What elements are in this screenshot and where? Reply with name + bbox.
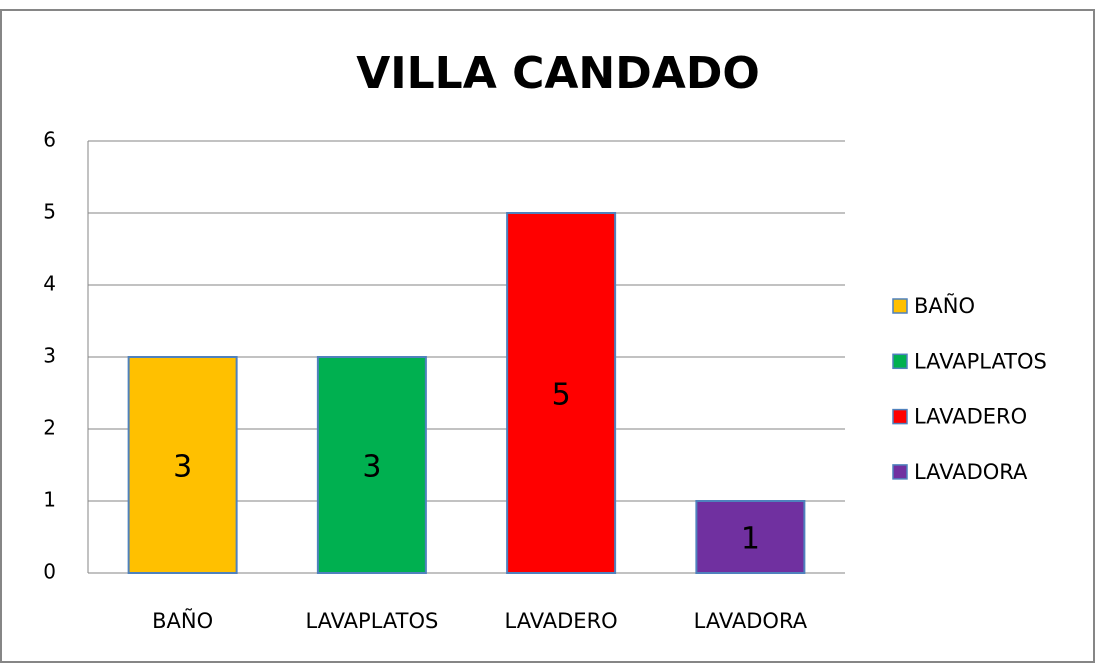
y-tick-label: 6 <box>43 128 56 152</box>
y-tick-label: 2 <box>43 416 56 440</box>
x-tick-label: LAVADORA <box>694 609 808 633</box>
y-tick-label: 3 <box>43 344 56 368</box>
legend-swatch <box>892 464 908 480</box>
y-tick-label: 4 <box>43 272 56 296</box>
x-tick-label: LAVADERO <box>505 609 618 633</box>
legend-label: BAÑO <box>914 292 975 318</box>
legend-swatch <box>892 353 908 370</box>
y-tick-label: 1 <box>43 488 56 512</box>
data-label: 1 <box>741 522 760 557</box>
y-tick-label: 5 <box>43 200 56 224</box>
bar <box>506 212 617 574</box>
legend-swatch <box>892 408 908 425</box>
bar <box>695 500 806 574</box>
data-label: 3 <box>173 450 192 485</box>
bar <box>316 356 427 574</box>
x-tick-label: LAVAPLATOS <box>305 609 438 633</box>
data-label: 3 <box>362 450 381 485</box>
bar <box>127 356 238 574</box>
data-label: 5 <box>552 378 571 413</box>
y-tick-label: 0 <box>43 560 56 584</box>
x-tick-label: BAÑO <box>152 607 213 633</box>
legend-swatch <box>892 298 908 314</box>
legend-label: LAVADORA <box>914 460 1028 484</box>
legend-label: LAVADERO <box>914 405 1027 429</box>
chart-title: VILLA CANDADO <box>356 48 760 99</box>
legend-label: LAVAPLATOS <box>914 349 1047 373</box>
